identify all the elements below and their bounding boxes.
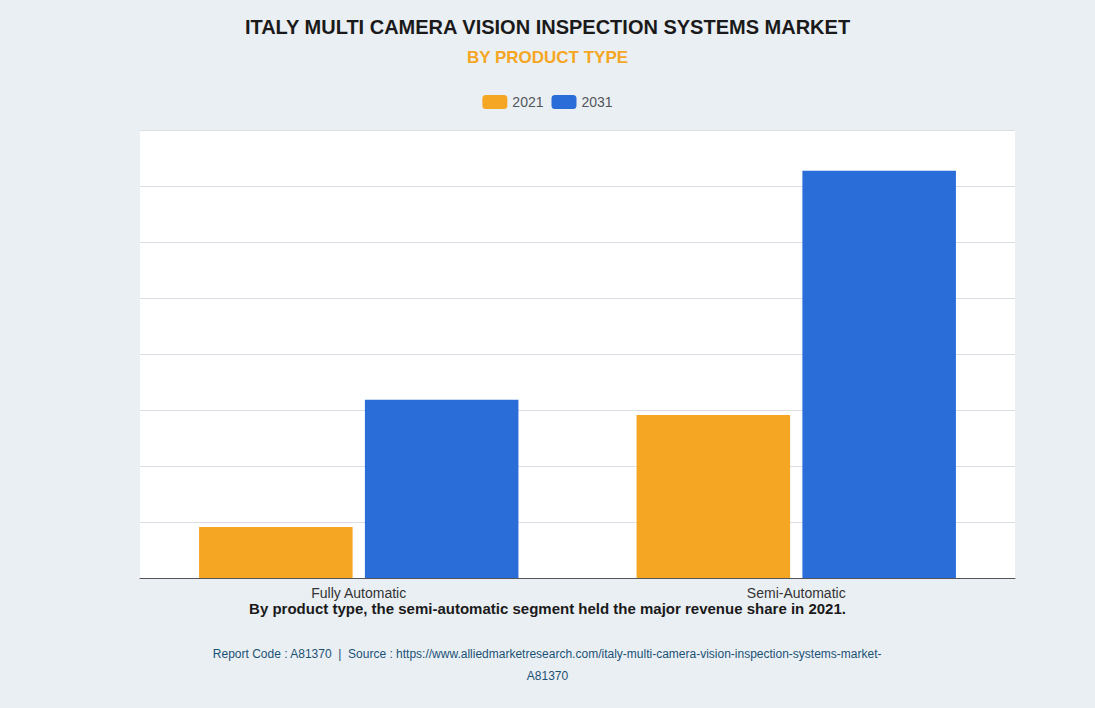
svg-text:A81370: A81370 bbox=[527, 669, 569, 683]
svg-text:2021: 2021 bbox=[512, 94, 543, 110]
svg-text:By product type, the semi-auto: By product type, the semi-automatic segm… bbox=[249, 600, 846, 617]
svg-text:BY PRODUCT TYPE: BY PRODUCT TYPE bbox=[467, 48, 628, 67]
svg-text:2031: 2031 bbox=[582, 94, 613, 110]
svg-text:Semi-Automatic: Semi-Automatic bbox=[747, 585, 846, 601]
svg-text:Fully Automatic: Fully Automatic bbox=[311, 585, 406, 601]
svg-text:ITALY MULTI CAMERA VISION INSP: ITALY MULTI CAMERA VISION INSPECTION SYS… bbox=[245, 16, 850, 38]
svg-text:Report Code : A81370 | Sourc: Report Code : A81370 | Source : https://… bbox=[213, 647, 882, 661]
